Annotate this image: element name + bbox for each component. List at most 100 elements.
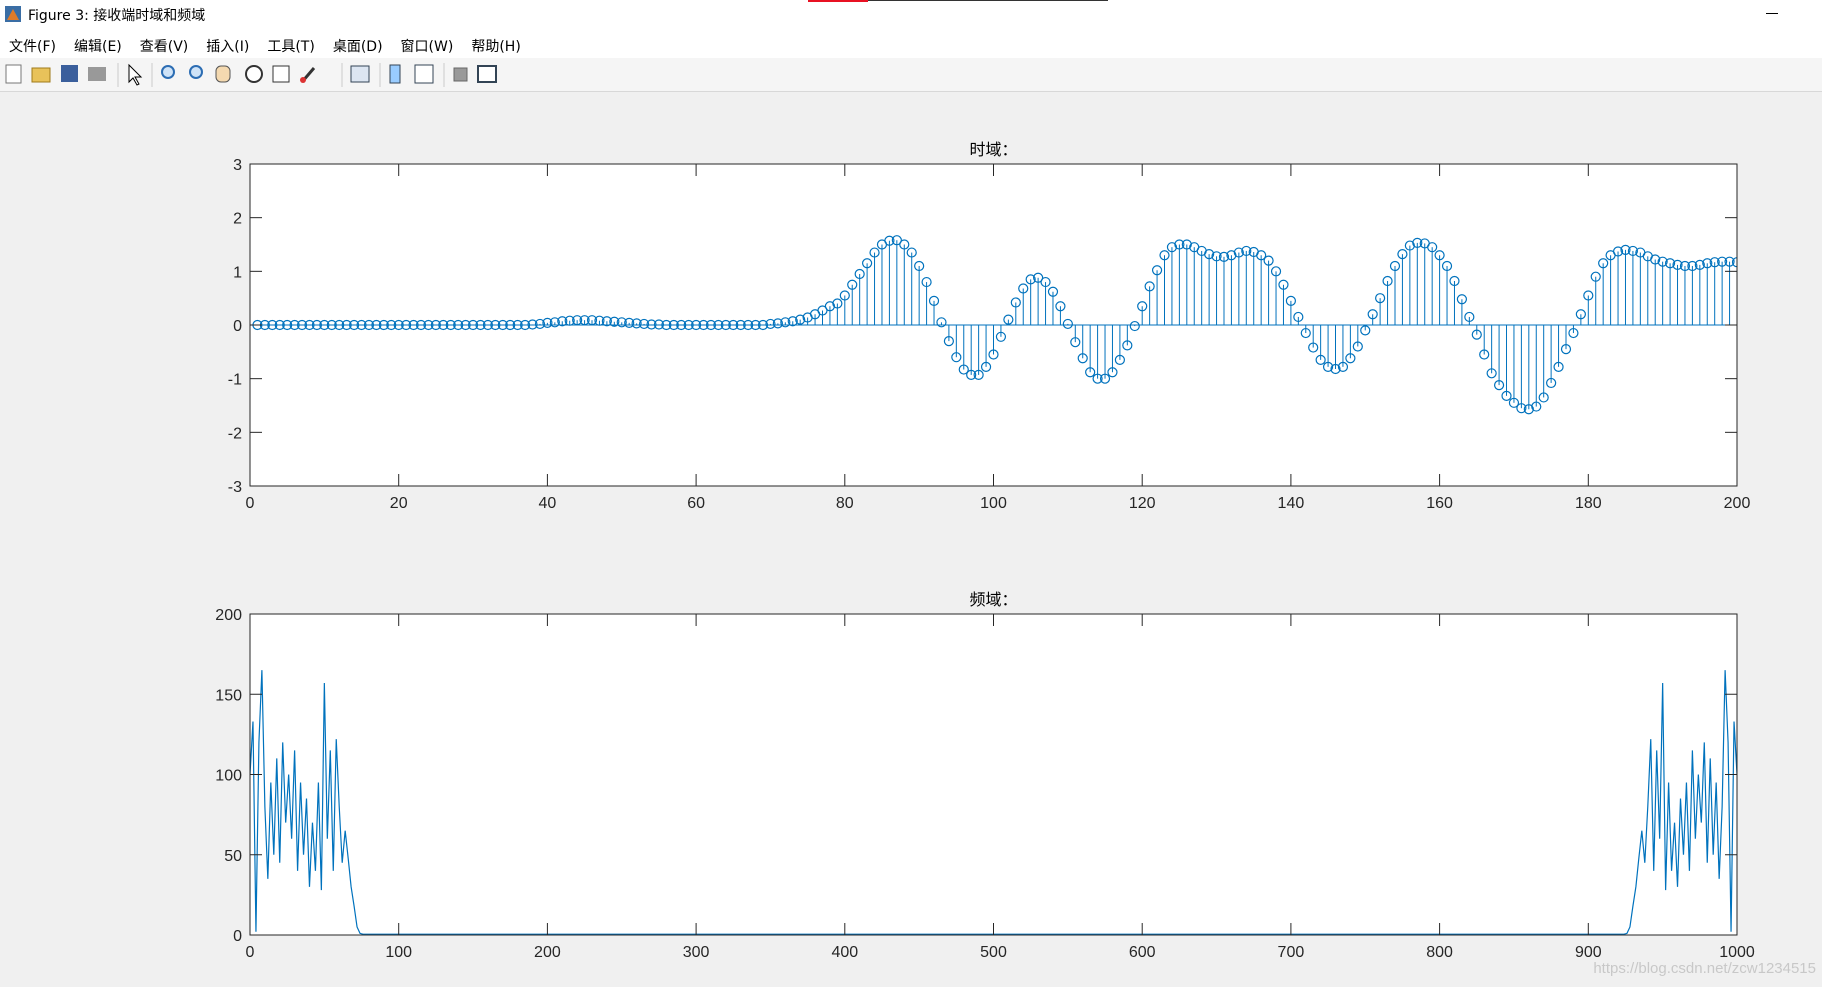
stem-marker <box>1650 254 1661 265</box>
stem-marker <box>906 247 917 258</box>
y-tick-label: 2 <box>233 211 242 228</box>
stem-marker <box>1211 251 1222 262</box>
stem-marker <box>631 318 642 329</box>
toolbar-button[interactable] <box>189 65 203 79</box>
stem-marker <box>1731 257 1737 268</box>
stem-marker <box>728 319 739 331</box>
stem-marker <box>386 319 397 331</box>
stem-marker <box>676 319 687 331</box>
stem-marker <box>274 319 285 331</box>
menu-item[interactable]: 窗口(W) <box>400 39 454 55</box>
toolbar-button[interactable] <box>215 65 231 83</box>
stem-marker <box>1159 250 1170 261</box>
toolbar-button[interactable] <box>272 65 290 83</box>
menu-item[interactable]: 插入(I) <box>206 39 250 55</box>
stem-marker <box>1456 294 1468 305</box>
stem-marker <box>780 317 791 328</box>
axes-box <box>249 163 1738 487</box>
toolbar-button[interactable] <box>350 65 370 83</box>
stem-marker <box>549 317 560 328</box>
toolbar-button[interactable] <box>161 65 175 79</box>
stem-marker <box>586 315 598 326</box>
x-tick-label: 200 <box>1724 495 1751 512</box>
x-tick-label: 100 <box>980 495 1007 512</box>
y-tick-label: 1 <box>233 264 242 281</box>
stem-marker <box>1129 320 1140 332</box>
x-tick-label: 160 <box>1426 495 1453 512</box>
stem-marker <box>995 331 1007 342</box>
stem-marker <box>854 268 865 280</box>
stem-marker <box>1218 251 1230 262</box>
stem-marker <box>1330 363 1341 375</box>
menu-item[interactable]: 桌面(D) <box>332 39 383 55</box>
stem-marker <box>1664 258 1676 269</box>
y-tick-label: -2 <box>228 425 242 442</box>
toolbar-button[interactable] <box>414 64 434 84</box>
toolbar-button[interactable] <box>88 67 106 81</box>
stem-marker <box>980 361 992 372</box>
stem-marker <box>653 319 665 330</box>
stem-marker <box>1523 404 1534 415</box>
stem-marker <box>966 369 977 381</box>
y-tick-label: 200 <box>215 607 242 624</box>
chart-title: 时域： <box>969 140 1017 159</box>
toolbar-button[interactable] <box>300 67 316 83</box>
stem-marker <box>765 318 776 330</box>
stem-marker <box>1687 260 1698 272</box>
toolbar-button[interactable] <box>245 65 263 83</box>
toolbar-button[interactable] <box>453 67 468 82</box>
stem-marker <box>311 319 323 331</box>
toolbar-button[interactable] <box>389 64 401 84</box>
plot-area <box>250 614 1737 935</box>
menu-item[interactable]: 查看(V) <box>139 39 189 55</box>
minimize-button[interactable] <box>1766 13 1778 14</box>
stem-marker <box>1598 258 1609 269</box>
x-tick-label: 400 <box>831 944 858 961</box>
app-icon <box>5 6 21 22</box>
stem-marker <box>1471 329 1482 340</box>
toolbar-button[interactable] <box>128 63 143 86</box>
stem-marker <box>1263 255 1274 266</box>
toolbar-button[interactable] <box>477 65 497 83</box>
x-tick-label: 180 <box>1575 495 1602 512</box>
stem-marker <box>787 316 798 327</box>
toolbar-icons <box>5 63 497 87</box>
toolbar-button[interactable] <box>61 65 78 82</box>
stem-marker <box>1724 256 1735 267</box>
menu-item[interactable]: 工具(T) <box>267 39 315 55</box>
toolbar-button[interactable] <box>31 67 51 83</box>
stem-marker <box>869 247 880 258</box>
stem-marker <box>1546 377 1557 389</box>
stem-marker <box>594 315 605 326</box>
stem-marker <box>1144 281 1155 292</box>
stem-marker <box>1434 250 1445 261</box>
stem-marker <box>720 319 731 331</box>
stem-marker <box>698 319 709 331</box>
stem-marker <box>1055 301 1066 312</box>
stem-marker <box>1404 240 1415 251</box>
tab-accent <box>808 0 868 2</box>
stem-marker <box>1590 271 1601 282</box>
stem-marker <box>1657 256 1668 267</box>
stem-marker <box>1553 361 1564 372</box>
x-tick-label: 40 <box>539 495 557 512</box>
stem-marker <box>1337 361 1349 372</box>
stem-marker <box>735 319 746 331</box>
stem-marker <box>356 319 367 331</box>
x-tick-label: 200 <box>534 944 561 961</box>
stem-marker <box>601 316 612 327</box>
stem-marker <box>1018 283 1029 294</box>
toolbar-button[interactable] <box>5 64 22 84</box>
menu-item[interactable]: 帮助(H) <box>471 39 521 55</box>
menu-item[interactable]: 编辑(E) <box>73 39 122 55</box>
y-tick-label: 3 <box>233 157 242 174</box>
menu-item[interactable]: 文件(F) <box>9 39 56 55</box>
stem-marker <box>341 319 352 331</box>
stem-marker <box>1709 257 1720 268</box>
stem-marker <box>1181 239 1192 250</box>
stem-marker <box>1278 279 1289 290</box>
stem-marker <box>378 319 389 331</box>
stem-marker <box>1375 293 1386 304</box>
plot-content <box>250 235 1737 415</box>
